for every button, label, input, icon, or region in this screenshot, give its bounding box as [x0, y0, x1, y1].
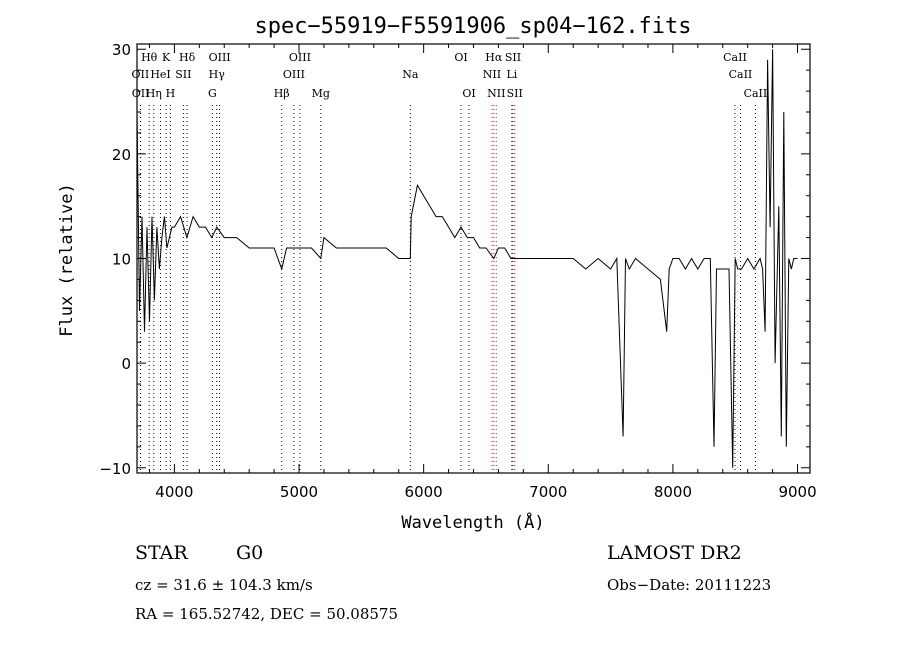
axis-ticks [137, 44, 810, 473]
marker-label-7: SII [505, 51, 521, 64]
marker-label-4: OIII [289, 51, 311, 64]
marker-label-25: NII [487, 87, 505, 100]
marker-label-14: Na [402, 68, 419, 81]
survey-name: LAMOST DR2 [607, 542, 742, 564]
marker-label-16: Li [506, 68, 517, 81]
marker-label-24: OI [462, 87, 475, 100]
marker-label-12: Hγ [209, 68, 226, 81]
tick-labels: 4000 5000 6000 7000 8000 9000 −10 0 10 20 30 [99, 41, 816, 501]
redshift-value: cz = 31.6 ± 104.3 km/s [135, 576, 313, 594]
marker-label-20: H [166, 87, 176, 100]
marker-label-13: OIII [283, 68, 305, 81]
marker-label-21: G [208, 87, 217, 100]
spectrum-line-0 [136, 49, 798, 468]
marker-label-3: OIII [209, 51, 231, 64]
marker-label-8: CaII [723, 51, 747, 64]
y-tick-label: 30 [112, 41, 131, 59]
marker-lines [139, 105, 756, 473]
marker-label-10: HeI [150, 68, 170, 81]
marker-label-15: NII [483, 68, 501, 81]
marker-label-18: OII [132, 87, 150, 100]
x-tick-label: 7000 [529, 483, 567, 501]
y-tick-label: −10 [99, 460, 131, 478]
y-tick-label: 10 [112, 251, 131, 269]
marker-label-5: OI [454, 51, 467, 64]
coordinates: RA = 165.52742, DEC = 50.08575 [135, 605, 399, 623]
marker-label-19: Hη [146, 87, 162, 100]
marker-label-26: SII [507, 87, 523, 100]
obs-date: Obs−Date: 20111223 [607, 576, 772, 594]
marker-label-6: Hα [485, 51, 503, 64]
marker-label-23: Mg [312, 87, 330, 100]
x-tick-label: 5000 [280, 483, 318, 501]
chart-title: spec−55919−F5591906_sp04−162.fits [254, 14, 691, 39]
marker-label-1: K [162, 51, 171, 64]
y-axis-label: Flux (relative) [57, 183, 77, 337]
object-subclass: G0 [236, 542, 264, 564]
object-class: STAR [135, 542, 188, 564]
x-axis-label: Wavelength (Å) [401, 511, 544, 533]
marker-label-17: CaII [729, 68, 753, 81]
marker-label-22: Hβ [274, 87, 290, 100]
spectrum-series [136, 49, 798, 468]
marker-label-0: Hθ [141, 51, 158, 64]
marker-label-2: Hδ [179, 51, 196, 64]
x-tick-label: 8000 [654, 483, 692, 501]
marker-label-11: SII [175, 68, 191, 81]
marker-label-9: OII [132, 68, 150, 81]
x-tick-label: 6000 [405, 483, 443, 501]
y-tick-label: 20 [112, 146, 131, 164]
x-tick-label: 4000 [155, 483, 193, 501]
y-tick-label: 0 [121, 355, 131, 373]
marker-label-27: CaII [744, 87, 768, 100]
x-tick-label: 9000 [778, 483, 816, 501]
